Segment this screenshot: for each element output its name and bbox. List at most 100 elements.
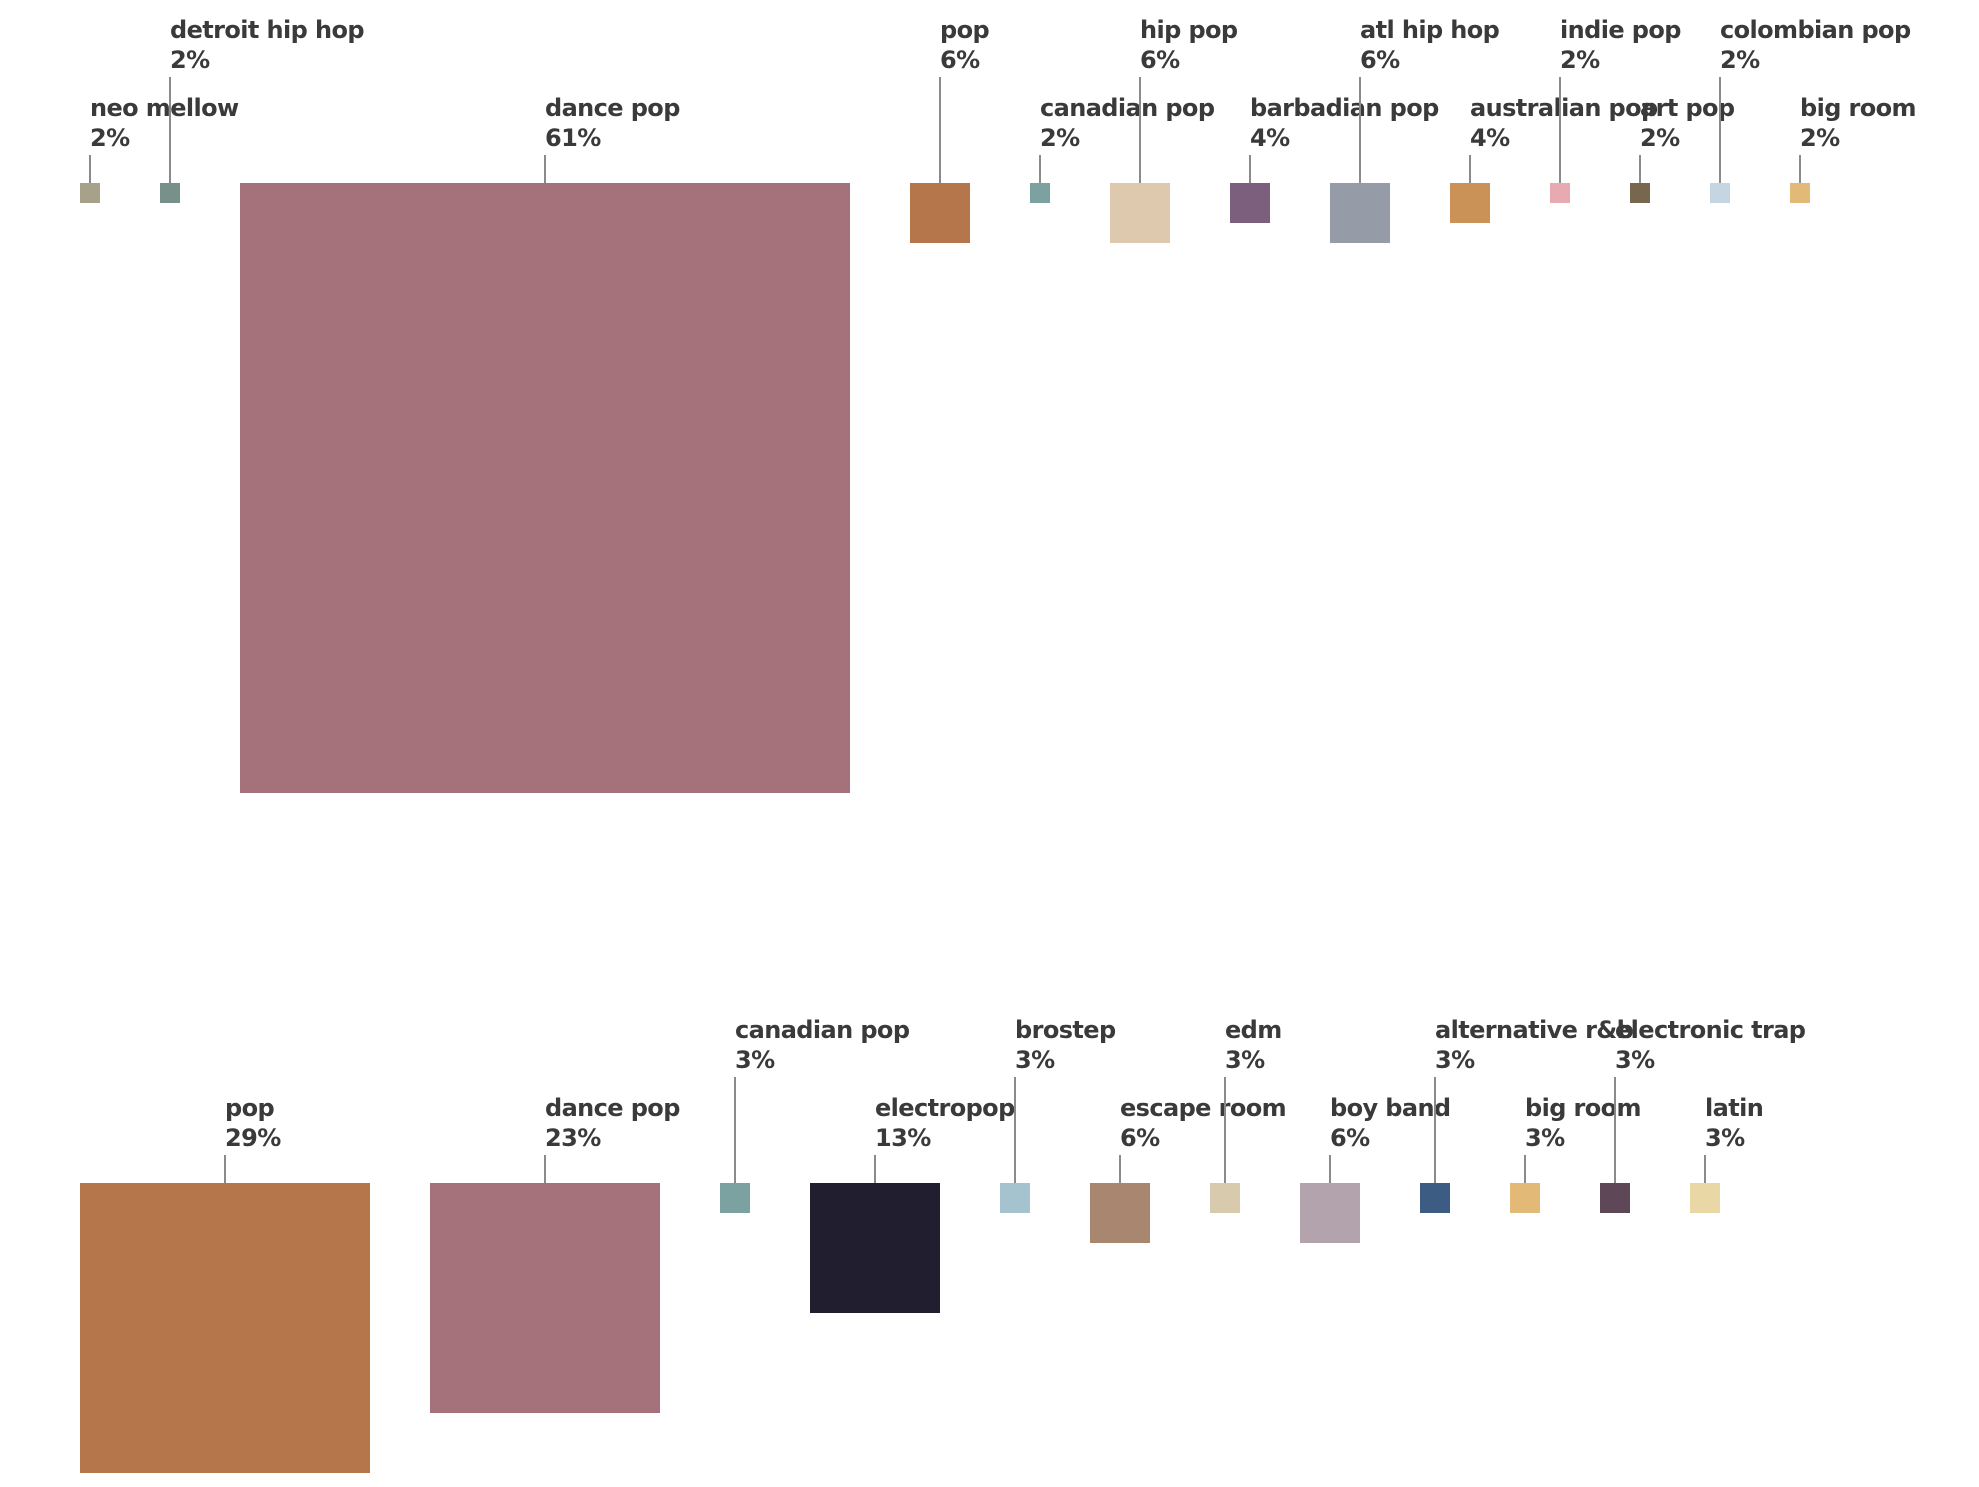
label-leader-line (1704, 1155, 1706, 1183)
genre-percent: 3% (1525, 1124, 1565, 1152)
genre-name: pop (225, 1094, 275, 1122)
genre-label: detroit hip hop 2% (170, 15, 365, 75)
genre-percent: 2% (1560, 46, 1600, 74)
genre-label: pop 29% (225, 1093, 281, 1153)
genre-label: hip pop 6% (1140, 15, 1238, 75)
label-leader-line (1559, 77, 1561, 183)
genre-label: big room 3% (1525, 1093, 1642, 1153)
genre-name: big room (1800, 94, 1917, 122)
label-leader-line (1469, 155, 1471, 183)
genre-percent: 6% (1120, 1124, 1160, 1152)
genre-square (1330, 183, 1390, 243)
genre-label: canadian pop 2% (1040, 93, 1215, 153)
label-leader-line (1039, 155, 1041, 183)
label-leader-line (544, 155, 546, 183)
genre-percent: 6% (1360, 46, 1400, 74)
label-leader-line (1719, 77, 1721, 183)
genre-square (1230, 183, 1270, 223)
genre-name: australian pop (1470, 94, 1658, 122)
genre-label: brostep 3% (1015, 1015, 1116, 1075)
label-leader-line (89, 155, 91, 183)
genre-square (1550, 183, 1570, 203)
genre-percent: 2% (1800, 124, 1840, 152)
label-leader-line (1224, 1077, 1226, 1183)
genre-name: canadian pop (735, 1016, 910, 1044)
genre-label: alternative r&b 3% (1435, 1015, 1634, 1075)
genre-square (160, 183, 180, 203)
genre-square (1030, 183, 1050, 203)
genre-square (1420, 1183, 1450, 1213)
genre-label: australian pop 4% (1470, 93, 1658, 153)
label-leader-line (1329, 1155, 1331, 1183)
genre-label: colombian pop 2% (1720, 15, 1911, 75)
genre-square (1110, 183, 1170, 243)
genre-percent: 4% (1250, 124, 1290, 152)
genre-square (1710, 183, 1730, 203)
label-leader-line (1139, 77, 1141, 183)
genre-square (910, 183, 970, 243)
genre-percent: 3% (1015, 1046, 1055, 1074)
genre-name: dance pop (545, 94, 680, 122)
genre-square (1510, 1183, 1540, 1213)
genre-label: canadian pop 3% (735, 1015, 910, 1075)
genre-percent: 3% (1225, 1046, 1265, 1074)
genre-name: neo mellow (90, 94, 239, 122)
genre-name: latin (1705, 1094, 1764, 1122)
genre-square (80, 1183, 370, 1473)
genre-square (430, 1183, 660, 1413)
genre-name: electronic trap (1615, 1016, 1806, 1044)
genre-square (1600, 1183, 1630, 1213)
label-leader-line (1639, 155, 1641, 183)
genre-percent: 2% (1040, 124, 1080, 152)
genre-square (720, 1183, 750, 1213)
label-leader-line (1119, 1155, 1121, 1183)
genre-name: colombian pop (1720, 16, 1911, 44)
genre-square (1000, 1183, 1030, 1213)
genre-percent: 3% (735, 1046, 775, 1074)
genre-percent: 6% (940, 46, 980, 74)
genre-percent: 3% (1705, 1124, 1745, 1152)
genre-label: electronic trap 3% (1615, 1015, 1806, 1075)
label-leader-line (1359, 77, 1361, 183)
genre-percent: 23% (545, 1124, 601, 1152)
genre-square (1790, 183, 1810, 203)
genre-label: escape room 6% (1120, 1093, 1287, 1153)
genre-label: big room 2% (1800, 93, 1917, 153)
genre-name: boy band (1330, 1094, 1451, 1122)
genre-square (80, 183, 100, 203)
genre-name: brostep (1015, 1016, 1116, 1044)
genre-square (1300, 1183, 1360, 1243)
genre-name: indie pop (1560, 16, 1681, 44)
label-leader-line (1799, 155, 1801, 183)
label-leader-line (169, 77, 171, 183)
label-leader-line (1524, 1155, 1526, 1183)
genre-percent: 2% (1640, 124, 1680, 152)
genre-name: pop (940, 16, 990, 44)
genre-percent: 13% (875, 1124, 931, 1152)
genre-square (1090, 1183, 1150, 1243)
genre-name: big room (1525, 1094, 1642, 1122)
genre-label: atl hip hop 6% (1360, 15, 1500, 75)
genre-square (1450, 183, 1490, 223)
genre-square (1210, 1183, 1240, 1213)
label-leader-line (224, 1155, 226, 1183)
label-leader-line (1434, 1077, 1436, 1183)
label-leader-line (1014, 1077, 1016, 1183)
genre-name: barbadian pop (1250, 94, 1439, 122)
label-leader-line (544, 1155, 546, 1183)
genre-square (810, 1183, 940, 1313)
genre-name: edm (1225, 1016, 1282, 1044)
genre-name: detroit hip hop (170, 16, 365, 44)
genre-label: pop 6% (940, 15, 990, 75)
genre-square (240, 183, 850, 793)
label-leader-line (1249, 155, 1251, 183)
genre-square (1630, 183, 1650, 203)
genre-percent: 3% (1435, 1046, 1475, 1074)
genre-percent: 6% (1140, 46, 1180, 74)
genre-label: latin 3% (1705, 1093, 1764, 1153)
genre-percent: 2% (170, 46, 210, 74)
genre-name: electropop (875, 1094, 1015, 1122)
genre-label: dance pop 23% (545, 1093, 680, 1153)
genre-label: neo mellow 2% (90, 93, 239, 153)
